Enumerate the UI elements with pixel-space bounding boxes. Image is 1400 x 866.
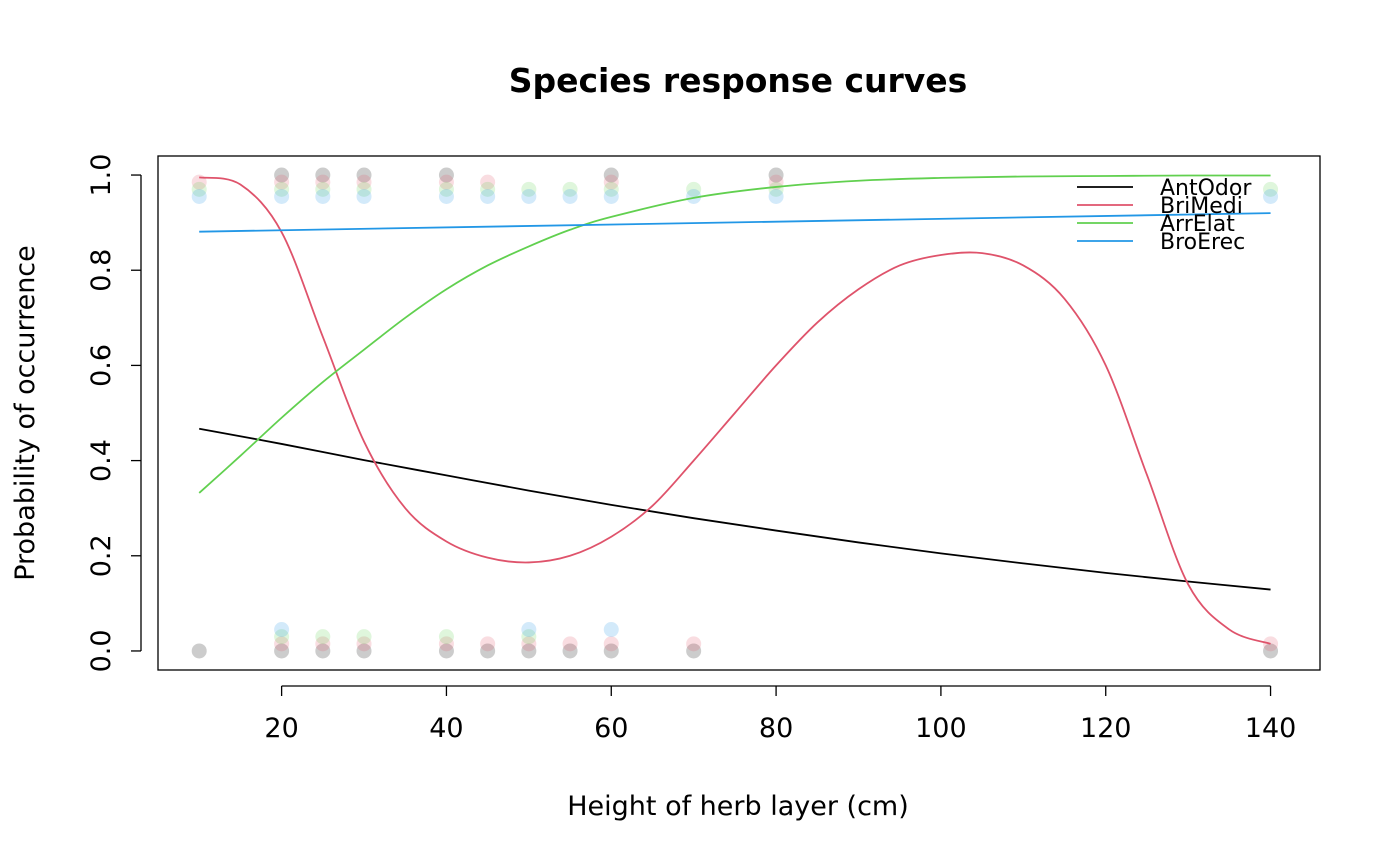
absence-point [438,629,454,645]
presence-point [438,167,454,183]
response-curves [198,174,1271,645]
presence-point [315,167,331,183]
curve-broerec [199,212,1271,233]
absence-point [1263,643,1279,659]
absence-point [480,636,496,652]
presence-point [274,167,290,183]
presence-point [274,174,290,190]
presence-point [768,181,784,197]
presence-point [480,188,496,204]
x-tick-label: 60 [594,713,628,744]
y-axis-label: Probability of occurrence [10,245,41,581]
absence-point [521,629,537,645]
presence-point [562,181,578,197]
absence-point [562,636,578,652]
presence-point [480,174,496,190]
presence-point [274,188,290,204]
absence-point [356,629,372,645]
presence-point [603,167,619,183]
x-tick-label: 100 [915,713,967,744]
absence-point [603,636,619,652]
y-tick-label: 1.0 [86,154,117,197]
chart-title: Species response curves [509,61,968,100]
absence-point [438,636,454,652]
absence-point [191,643,207,659]
curve-brimedi [199,176,1271,645]
presence-point [191,188,207,204]
x-tick-label: 140 [1245,713,1297,744]
y-tick-label: 0.4 [86,439,117,482]
presence-point [521,188,537,204]
absence-point [438,643,454,659]
presence-point [603,174,619,190]
presence-point [1263,181,1279,197]
absence-point [521,622,537,638]
absence-point [274,636,290,652]
presence-point [603,181,619,197]
legend-label: BriMedi [1160,194,1243,219]
presence-point [191,181,207,197]
absence-point [480,643,496,659]
presence-point [480,181,496,197]
presence-point [768,188,784,204]
absence-point [686,643,702,659]
absence-point [274,643,290,659]
presence-point [686,188,702,204]
absence-point [603,622,619,638]
presence-point [521,181,537,197]
absence-point [274,629,290,645]
absence-point [521,636,537,652]
plot-frame [157,155,1321,671]
x-tick-label: 20 [264,713,298,744]
presence-point [1263,188,1279,204]
occurrence-points [191,167,1279,659]
absence-point [315,636,331,652]
absence-point [315,643,331,659]
presence-point [438,174,454,190]
presence-point [315,174,331,190]
presence-point [768,167,784,183]
presence-point [356,174,372,190]
y-tick-label: 0.2 [86,534,117,577]
x-tick-label: 120 [1080,713,1132,744]
x-tick-label: 80 [759,713,793,744]
x-axis-label: Height of herb layer (cm) [567,791,909,822]
presence-point [438,181,454,197]
presence-point [562,188,578,204]
absence-point [356,643,372,659]
presence-point [438,188,454,204]
curve-antodor [199,427,1271,591]
axes: 20 40 60 80 100 120 140 0.0 0.2 0.4 0.6 0.8 1.0 [86,154,1296,744]
absence-point [356,636,372,652]
absence-point [315,629,331,645]
y-tick-label: 0.6 [86,344,117,387]
x-tick-label: 40 [429,713,463,744]
absence-point [521,643,537,659]
absence-point [686,636,702,652]
presence-point [315,188,331,204]
presence-point [686,181,702,197]
legend-label: BroErec [1160,230,1245,255]
legend-label: ArrElat [1160,212,1235,237]
presence-point [315,181,331,197]
presence-point [274,181,290,197]
y-tick-label: 0.8 [86,249,117,292]
absence-point [603,643,619,659]
absence-point [274,622,290,638]
presence-point [356,167,372,183]
presence-point [603,188,619,204]
presence-point [356,181,372,197]
absence-point [562,643,578,659]
presence-point [356,188,372,204]
curve-arrelat [198,174,1271,494]
legend-label: AntOdor [1160,176,1252,201]
y-tick-label: 0.0 [86,629,117,672]
